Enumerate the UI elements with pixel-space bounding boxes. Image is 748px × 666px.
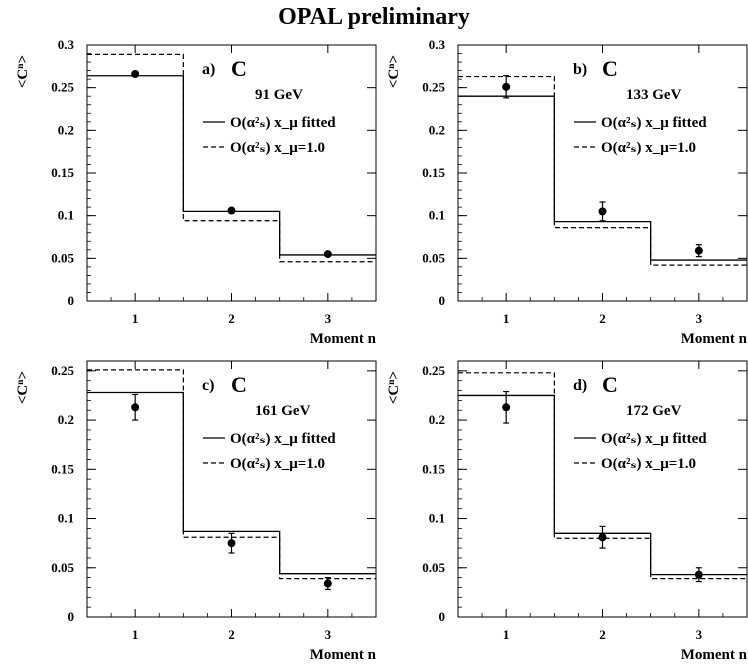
- x-axis-label: Moment n: [310, 331, 377, 347]
- panel-1: 0 0.05 0.1 0.15 0.2 0.25 0.3 1 2 3 a) C 91 GeV O(α²ₛ)…: [15, 37, 377, 347]
- x-tick-label: 2: [228, 627, 235, 642]
- data-point: [323, 250, 332, 259]
- x-tick-label: 1: [503, 311, 510, 326]
- xmu-1-histogram: [87, 53, 376, 263]
- x-tick-label: 1: [132, 311, 139, 326]
- panel-3: 0 0.05 0.1 0.15 0.2 0.25 1 2 3 c) C 161 GeV O(α²ₛ) x…: [15, 360, 377, 663]
- plot-frame: [86, 360, 377, 618]
- y-tick-label: 0: [68, 609, 75, 624]
- y-tick-label: 0: [68, 293, 75, 308]
- observable-symbol: C: [231, 56, 247, 81]
- y-tick-label: 0.05: [422, 560, 445, 575]
- data-point: [323, 579, 332, 588]
- data-point: [131, 403, 140, 412]
- xmu-1-histogram: [458, 75, 747, 266]
- observable-symbol: C: [602, 56, 618, 81]
- y-tick-label: 0.05: [422, 250, 445, 265]
- x-tick-label: 1: [132, 627, 139, 642]
- xmu-1-histogram: [458, 372, 747, 580]
- x-tick-label: 3: [696, 311, 703, 326]
- x-axis-label: Moment n: [681, 331, 748, 347]
- data-point: [131, 70, 140, 79]
- y-tick-label: 0.05: [51, 250, 74, 265]
- panel-label: d): [573, 377, 587, 394]
- fitted-histogram: [87, 391, 376, 575]
- y-axis-label: <Cⁿ>: [15, 55, 31, 88]
- y-tick-label: 0.25: [51, 80, 74, 95]
- y-axis-label: <Cⁿ>: [386, 371, 402, 404]
- plot-frame: [86, 44, 377, 302]
- y-tick-label: 0.3: [58, 37, 75, 52]
- x-tick-label: 2: [599, 627, 606, 642]
- y-tick-label: 0.15: [422, 165, 445, 180]
- plot-frame: [457, 44, 748, 302]
- y-tick-label: 0.1: [429, 511, 445, 526]
- legend-xmu1-label: O(α²ₛ) x_μ=1.0: [230, 140, 325, 156]
- y-tick-label: 0: [439, 293, 446, 308]
- energy-label: 161 GeV: [255, 403, 311, 419]
- data-point: [227, 206, 236, 215]
- x-tick-label: 3: [325, 311, 332, 326]
- y-axis-label: <Cⁿ>: [15, 371, 31, 404]
- energy-label: 172 GeV: [626, 403, 682, 419]
- y-tick-label: 0.25: [422, 363, 445, 378]
- y-tick-label: 0.2: [58, 412, 74, 427]
- data-point: [598, 207, 607, 216]
- y-tick-label: 0.2: [58, 122, 74, 137]
- y-tick-label: 0.3: [429, 37, 446, 52]
- data-point: [502, 82, 511, 91]
- legend-xmu1-label: O(α²ₛ) x_μ=1.0: [230, 456, 325, 472]
- y-tick-label: 0.05: [51, 560, 74, 575]
- panel-label: a): [202, 61, 215, 78]
- figure-title: OPAL preliminary: [278, 4, 470, 30]
- y-axis-label: <Cⁿ>: [386, 55, 402, 88]
- x-tick-label: 1: [503, 627, 510, 642]
- y-tick-label: 0.1: [429, 208, 445, 223]
- y-tick-label: 0.2: [429, 122, 445, 137]
- legend-xmu1-label: O(α²ₛ) x_μ=1.0: [601, 456, 696, 472]
- y-tick-label: 0.15: [51, 461, 74, 476]
- x-tick-label: 2: [228, 311, 235, 326]
- legend-xmu1-label: O(α²ₛ) x_μ=1.0: [601, 140, 696, 156]
- data-point: [598, 533, 607, 542]
- panel-label: b): [573, 61, 587, 78]
- observable-symbol: C: [602, 372, 618, 397]
- y-tick-label: 0.2: [429, 412, 445, 427]
- y-tick-label: 0.15: [422, 461, 445, 476]
- panel-4: 0 0.05 0.1 0.15 0.2 0.25 1 2 3 d) C 172 GeV O(α²ₛ) x…: [386, 360, 748, 663]
- energy-label: 133 GeV: [626, 87, 682, 103]
- y-tick-label: 0.25: [51, 363, 74, 378]
- energy-label: 91 GeV: [255, 87, 303, 103]
- legend-fitted-label: O(α²ₛ) x_μ fitted: [230, 115, 336, 131]
- x-axis-label: Moment n: [310, 647, 377, 663]
- y-tick-label: 0.1: [58, 208, 74, 223]
- y-tick-label: 0.25: [422, 80, 445, 95]
- legend-fitted-label: O(α²ₛ) x_μ fitted: [601, 115, 707, 131]
- panel-label: c): [202, 377, 214, 394]
- data-point: [227, 539, 236, 548]
- y-tick-label: 0.1: [58, 511, 74, 526]
- panel-2: 0 0.05 0.1 0.15 0.2 0.25 0.3 1 2 3 b) C 133 GeV O(α²ₛ…: [386, 37, 748, 347]
- fitted-histogram: [87, 75, 376, 256]
- legend-fitted-label: O(α²ₛ) x_μ fitted: [601, 431, 707, 447]
- x-axis-label: Moment n: [681, 647, 748, 663]
- x-tick-label: 2: [599, 311, 606, 326]
- xmu-1-histogram: [87, 369, 376, 580]
- legend-fitted-label: O(α²ₛ) x_μ fitted: [230, 431, 336, 447]
- x-tick-label: 3: [696, 627, 703, 642]
- y-tick-label: 0.15: [51, 165, 74, 180]
- data-point: [694, 246, 703, 255]
- data-point: [694, 570, 703, 579]
- fitted-histogram: [458, 95, 747, 261]
- data-point: [502, 403, 511, 412]
- y-tick-label: 0: [439, 609, 446, 624]
- x-tick-label: 3: [325, 627, 332, 642]
- observable-symbol: C: [231, 372, 247, 397]
